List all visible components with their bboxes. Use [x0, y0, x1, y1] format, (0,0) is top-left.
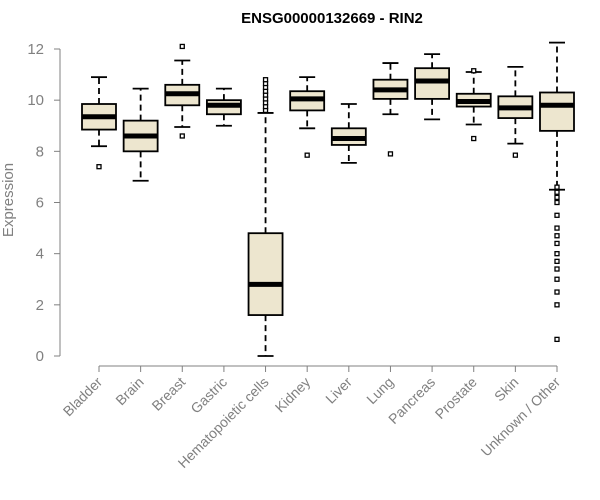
box-series [81, 41, 575, 357]
outlier-point [554, 225, 560, 231]
box-liver [330, 103, 367, 164]
box-breast [164, 43, 201, 139]
outlier-point [179, 133, 185, 139]
outlier-point [554, 184, 560, 190]
y-tick-label: 4 [36, 246, 44, 263]
box-lung [372, 62, 409, 157]
x-tick-label: Breast [148, 374, 188, 414]
outlier-point [96, 164, 102, 170]
box-kidney [289, 76, 326, 158]
box-pancreas [414, 53, 450, 121]
outlier-point [179, 43, 185, 50]
iqr-box [414, 67, 450, 100]
outlier-point [471, 135, 477, 142]
x-tick-label: Liver [322, 374, 355, 407]
y-tick-label: 0 [36, 348, 44, 365]
outlier-point [554, 302, 560, 308]
outlier-point [554, 194, 560, 201]
box-gastric [206, 87, 242, 127]
outlier-point [471, 68, 477, 74]
outlier-point [304, 152, 310, 158]
outlier-point [554, 240, 560, 247]
outlier-point [262, 77, 269, 83]
y-tick-label: 12 [27, 41, 44, 58]
box-hematopoietic-cells [247, 77, 284, 357]
y-tick-label: 2 [36, 297, 44, 314]
x-tick-label: Bladder [60, 374, 106, 420]
x-tick-label: Brain [112, 374, 146, 408]
outlier-point [554, 258, 560, 264]
y-tick-label: 6 [36, 195, 44, 212]
outlier-point [554, 189, 560, 195]
outlier-point [554, 336, 560, 343]
outlier-point [554, 199, 560, 206]
x-tick-label: Lung [363, 374, 396, 407]
outlier-point [387, 151, 394, 157]
outlier-point [554, 233, 560, 239]
x-tick-label: Kidney [272, 374, 314, 416]
y-tick-label: 8 [36, 143, 44, 160]
outlier-point [554, 266, 560, 272]
y-axis: 0 2 4 6 8 10 12 [27, 41, 61, 365]
outlier-point [554, 212, 560, 218]
iqr-box [247, 232, 284, 316]
chart-title: ENSG00000132669 - RIN2 [241, 10, 423, 27]
outlier-point [512, 152, 519, 158]
outlier-point [554, 251, 560, 257]
y-axis-label: Expression [0, 163, 17, 237]
box-brain [122, 87, 159, 182]
iqr-box [539, 91, 575, 132]
outlier-point [554, 289, 560, 295]
box-prostate [455, 68, 492, 142]
outlier-point [554, 276, 560, 282]
x-tick-label: Skin [491, 374, 522, 405]
box-bladder [81, 76, 117, 170]
box-unknown-other [539, 41, 575, 343]
box-skin [497, 66, 534, 158]
x-tick-label: Unknown / Other [478, 374, 564, 460]
x-tick-label: Prostate [432, 374, 480, 422]
y-tick-label: 10 [27, 92, 44, 109]
